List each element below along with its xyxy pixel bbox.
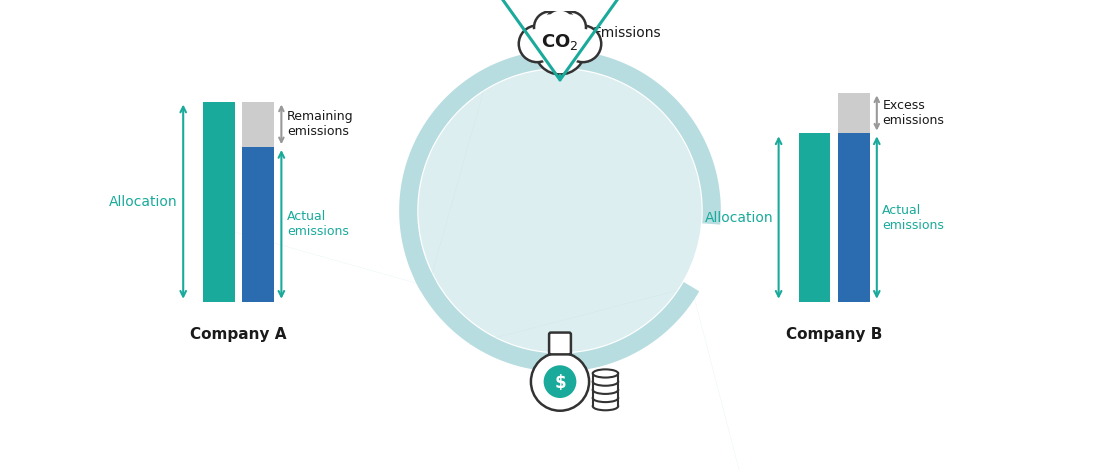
Text: Remaining
emissions: Remaining emissions (287, 110, 354, 138)
Bar (592, 390, 618, 398)
Circle shape (519, 25, 556, 62)
Ellipse shape (592, 386, 618, 394)
Circle shape (539, 28, 581, 70)
Circle shape (419, 70, 701, 352)
Text: Company A: Company A (190, 327, 287, 342)
Text: $: $ (554, 374, 566, 392)
Bar (242, 147, 274, 302)
Text: Actual
emissions: Actual emissions (287, 211, 348, 238)
Bar (799, 133, 830, 302)
Circle shape (554, 12, 586, 43)
Circle shape (544, 9, 576, 40)
Text: Excess
emissions: Excess emissions (883, 99, 944, 127)
Ellipse shape (592, 394, 618, 402)
Text: Company B: Company B (786, 327, 883, 342)
Circle shape (531, 352, 589, 411)
Ellipse shape (592, 402, 618, 410)
Bar (838, 93, 869, 133)
Bar (592, 382, 618, 390)
Circle shape (534, 12, 566, 43)
Circle shape (536, 15, 562, 40)
Circle shape (534, 24, 586, 74)
FancyBboxPatch shape (549, 333, 571, 354)
Circle shape (522, 29, 552, 59)
Bar (203, 102, 235, 302)
Text: Allocation: Allocation (109, 195, 178, 209)
Circle shape (548, 12, 572, 37)
Circle shape (543, 365, 577, 398)
Text: Emissions: Emissions (592, 25, 661, 39)
Text: CO$_2$: CO$_2$ (541, 31, 579, 52)
Bar (242, 102, 274, 147)
Bar (592, 374, 618, 382)
Bar (838, 133, 869, 302)
Ellipse shape (592, 377, 618, 386)
Circle shape (564, 25, 601, 62)
Bar (592, 398, 618, 406)
Text: Allocation: Allocation (704, 211, 773, 225)
Ellipse shape (592, 369, 618, 377)
Circle shape (568, 29, 598, 59)
Text: Actual
emissions: Actual emissions (883, 204, 944, 232)
Circle shape (558, 15, 584, 40)
